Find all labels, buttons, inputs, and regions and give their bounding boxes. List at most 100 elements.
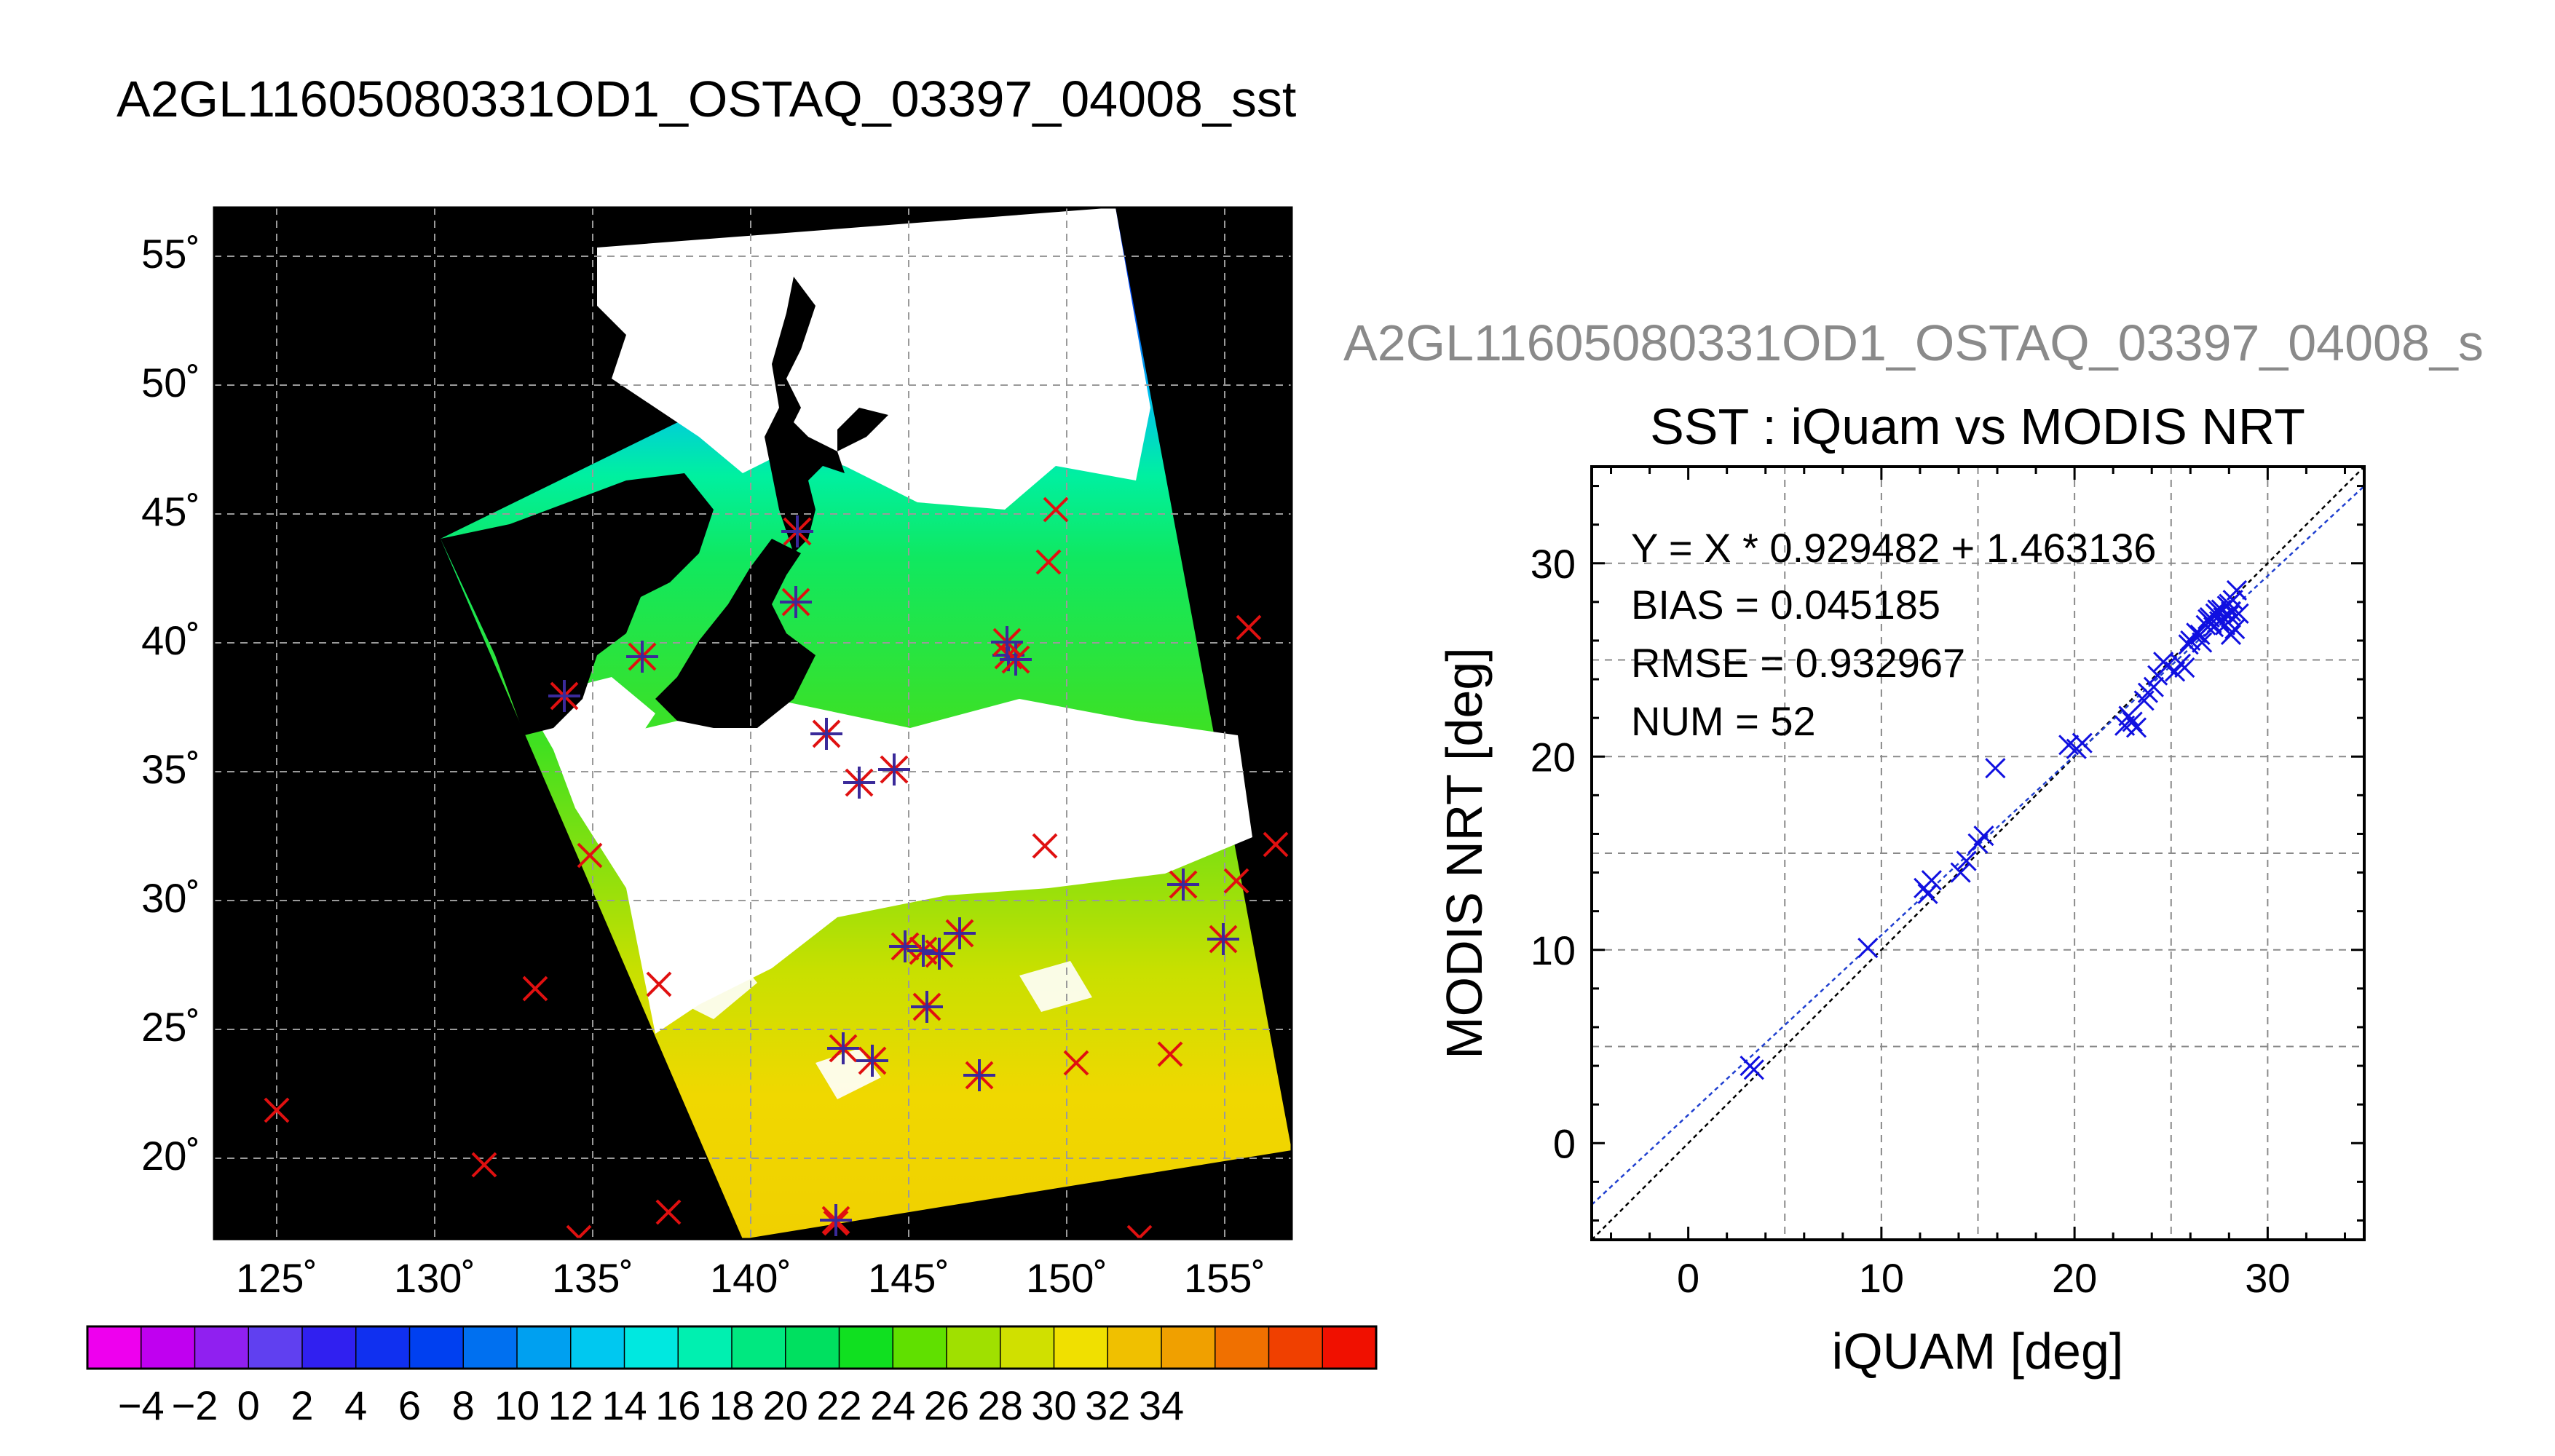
colorbar-tick-label: 12 <box>548 1382 593 1428</box>
lat-label-45: 45˚ <box>141 488 200 534</box>
lon-label-150: 150˚ <box>1026 1255 1107 1301</box>
scatter-point <box>2220 624 2242 646</box>
colorbar-tick-label: 18 <box>709 1382 754 1428</box>
colorbar-cell <box>248 1326 303 1369</box>
scatter-point <box>2178 634 2199 655</box>
station-marker-stroke <box>1263 831 1289 858</box>
scatter-axis-ticks: 0 10 20 30 0 10 20 30 <box>1531 467 2364 1301</box>
lat-label-30: 30˚ <box>141 875 200 921</box>
colorbar-tick-label: 26 <box>924 1382 969 1428</box>
scatter-point <box>1743 1059 1764 1080</box>
station-marker-stroke <box>575 1224 592 1239</box>
station-marker-stroke <box>1032 833 1058 859</box>
colorbar-tick-label: 28 <box>978 1382 1023 1428</box>
colorbar-cell <box>463 1326 518 1369</box>
lat-label-25: 25˚ <box>141 1004 200 1050</box>
colorbar-tick-label: −4 <box>118 1382 165 1428</box>
colorbar-tick-label: 22 <box>816 1382 861 1428</box>
cloud-cover-north <box>597 207 1150 510</box>
lon-label-135: 135˚ <box>552 1255 633 1301</box>
colorbar-cell <box>1215 1326 1270 1369</box>
lat-label-35: 35˚ <box>141 746 200 792</box>
colorbar-tick-label: 14 <box>601 1382 647 1428</box>
x-tick-label: 30 <box>2245 1255 2290 1301</box>
x-axis-title: iQUAM [deg] <box>1832 1323 2124 1380</box>
y-axis-title: MODIS NRT [deg] <box>1436 647 1493 1059</box>
identity-line <box>1592 467 2364 1240</box>
lon-label-155: 155˚ <box>1184 1255 1265 1301</box>
japan-landmass <box>655 277 888 728</box>
colorbar-cell <box>1000 1326 1055 1369</box>
colorbar-tick-label: 6 <box>398 1382 421 1428</box>
insitu-station-markers <box>264 496 1289 1239</box>
colorbar-tick-label: 34 <box>1139 1382 1184 1428</box>
lat-label-55: 55˚ <box>141 231 200 277</box>
scatter-annotations: Y = X * 0.929482 + 1.463136 BIAS = 0.045… <box>1631 525 2156 744</box>
colorbar-cell <box>517 1326 572 1369</box>
x-tick-label: 10 <box>1859 1255 1904 1301</box>
scatter-point <box>1956 850 1977 871</box>
lon-label-145: 145˚ <box>868 1255 949 1301</box>
station-marker-stroke <box>1223 868 1249 894</box>
colorbar-cell <box>1161 1326 1216 1369</box>
station-marker-stroke <box>655 1199 682 1225</box>
scatter-point <box>1950 862 1971 883</box>
colorbar-cell <box>409 1326 465 1369</box>
colorbar-tick-label: 2 <box>291 1382 313 1428</box>
colorbar-cell <box>87 1326 142 1369</box>
colorbar-cell <box>141 1326 196 1369</box>
scatter-point <box>2219 593 2240 614</box>
scatter-point <box>2207 599 2228 620</box>
map-longitude-labels: 125˚ 130˚ 135˚ 140˚ 145˚ 150˚ 155˚ <box>236 1255 1265 1301</box>
colorbar-tick-labels: −4 −2 0 2 4 6 8 10 12 14 16 18 20 22 24 26 28 30 32 34 <box>118 1382 1184 1428</box>
station-marker-stroke <box>1236 614 1262 641</box>
scatter-point <box>2189 624 2211 646</box>
colorbar-tick-label: 16 <box>655 1382 700 1428</box>
station-marker-stroke <box>264 1097 290 1123</box>
colorbar-cell <box>1107 1326 1162 1369</box>
colorbar-cell <box>1322 1326 1377 1369</box>
colorbar-cell <box>785 1326 840 1369</box>
station-marker-stroke <box>646 971 672 997</box>
lon-label-140: 140˚ <box>710 1255 791 1301</box>
station-marker-stroke <box>1136 1224 1153 1239</box>
sst-map-panel: 55˚ 50˚ 45˚ 40˚ 35˚ 30˚ 25˚ 20˚ 125˚ 130… <box>141 206 1293 1301</box>
main-title: A2GL11605080331OD1_OSTAQ_03397_04008_sst <box>117 71 1296 127</box>
colorbar-tick-label: 20 <box>763 1382 808 1428</box>
scatter-point <box>1921 870 1942 891</box>
scatter-point <box>2224 618 2246 640</box>
station-marker-stroke <box>1063 1050 1089 1076</box>
cloud-patches-south <box>677 946 1092 1099</box>
regression-equation: Y = X * 0.929482 + 1.463136 <box>1631 525 2156 571</box>
scatter-point <box>1985 758 2006 779</box>
colorbar-cell <box>893 1326 947 1369</box>
colorbar-cell <box>1268 1326 1324 1369</box>
scatter-point <box>2186 622 2207 644</box>
y-tick-label: 10 <box>1531 927 1576 973</box>
scatter-point <box>2072 732 2093 753</box>
scatter-point <box>2118 705 2139 727</box>
colorbar-tick-label: 24 <box>870 1382 915 1428</box>
colorbar-cells <box>87 1326 1377 1369</box>
lon-label-125: 125˚ <box>236 1255 317 1301</box>
colorbar-cell <box>678 1326 732 1369</box>
map-frame <box>213 206 1293 1241</box>
station-marker-stroke <box>522 976 548 1002</box>
station-marker-stroke <box>1157 1041 1183 1067</box>
colorbar-tick-label: 4 <box>344 1382 367 1428</box>
scatter-title: SST : iQuam vs MODIS NRT <box>1650 398 2305 455</box>
colorbar-cell <box>355 1326 411 1369</box>
colorbar-tick-label: 8 <box>452 1382 475 1428</box>
sst-colorbar: −4 −2 0 2 4 6 8 10 12 14 16 18 20 22 24 26 28 30 32 34 <box>86 1325 1378 1428</box>
colorbar-cell <box>194 1326 250 1369</box>
colorbar-tick-label: 0 <box>237 1382 260 1428</box>
colorbar-cell <box>839 1326 894 1369</box>
colorbar-frame <box>86 1325 1378 1370</box>
scatter-point <box>1973 826 1994 847</box>
colorbar-tick-label: 32 <box>1085 1382 1130 1428</box>
scatter-point <box>2174 657 2195 678</box>
lat-label-50: 50˚ <box>141 360 200 405</box>
colorbar-cell <box>302 1326 357 1369</box>
colorbar-cell <box>1054 1326 1109 1369</box>
